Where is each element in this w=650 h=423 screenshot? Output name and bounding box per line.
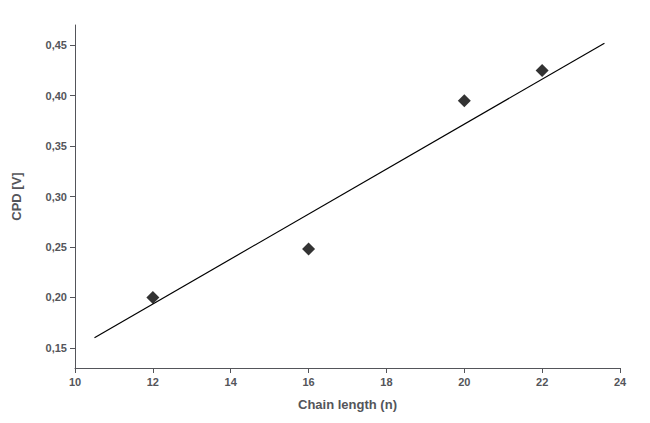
svg-text:0,40: 0,40 [46, 90, 67, 102]
svg-text:0,15: 0,15 [46, 342, 67, 354]
svg-text:10: 10 [69, 376, 81, 388]
svg-text:22: 22 [536, 376, 548, 388]
svg-text:18: 18 [380, 376, 392, 388]
svg-text:20: 20 [458, 376, 470, 388]
svg-text:12: 12 [147, 376, 159, 388]
svg-text:0,30: 0,30 [46, 191, 67, 203]
svg-text:0,45: 0,45 [46, 39, 67, 51]
svg-text:CPD [V]: CPD [V] [9, 172, 24, 220]
svg-text:16: 16 [302, 376, 314, 388]
svg-text:0,20: 0,20 [46, 291, 67, 303]
svg-text:0,35: 0,35 [46, 140, 67, 152]
svg-text:14: 14 [225, 376, 238, 388]
svg-text:24: 24 [614, 376, 627, 388]
svg-text:Chain length (n): Chain length (n) [298, 397, 397, 412]
svg-text:0,25: 0,25 [46, 241, 67, 253]
